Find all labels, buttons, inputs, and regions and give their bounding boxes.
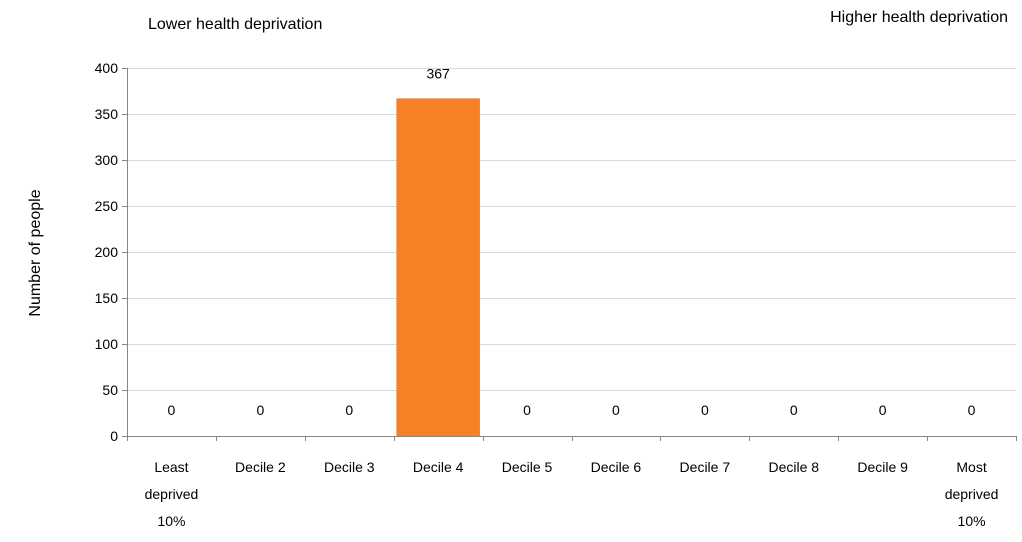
x-tick-label: Decile 7 [680,459,731,475]
x-tick-label: Decile 8 [768,459,819,475]
data-label: 0 [168,402,176,418]
y-tick-label: 50 [102,382,118,398]
data-label: 367 [426,65,450,81]
x-tick-label: deprived [145,486,199,502]
data-labels: 0 0 0 367 0 0 0 0 0 0 [168,65,976,418]
x-tick-label: Decile 5 [502,459,553,475]
y-tick-label: 300 [95,152,119,168]
axes [122,68,1017,441]
y-tick-label: 400 [95,60,119,76]
higher-deprivation-annotation: Higher health deprivation [830,9,1008,26]
x-tick-label: Decile 3 [324,459,375,475]
x-tick-label: Decile 6 [591,459,642,475]
x-tick-label: Most [956,459,986,475]
y-axis-label: Number of people [27,189,44,316]
y-tick-label: 100 [95,336,119,352]
y-tick-label: 350 [95,106,119,122]
y-tick-label: 250 [95,198,119,214]
x-tick-label: 10% [958,513,986,529]
y-tick-labels: 0 50 100 150 200 250 300 350 400 [95,60,119,444]
data-label: 0 [701,402,709,418]
data-label: 0 [523,402,531,418]
data-label: 0 [968,402,976,418]
x-tick-label: 10% [157,513,185,529]
data-label: 0 [345,402,353,418]
lower-deprivation-annotation: Lower health deprivation [148,16,323,33]
x-tick-label: Least [154,459,188,475]
bars [396,98,480,437]
x-tick-label: Decile 4 [413,459,464,475]
x-tick-label: Decile 9 [857,459,908,475]
data-label: 0 [879,402,887,418]
x-tick-label: deprived [945,486,999,502]
x-tick-label: Decile 2 [235,459,286,475]
y-tick-label: 0 [110,428,118,444]
data-label: 0 [790,402,798,418]
bar [396,98,480,437]
y-tick-label: 200 [95,244,119,260]
data-label: 0 [612,402,620,418]
data-label: 0 [256,402,264,418]
y-tick-label: 150 [95,290,119,306]
gridlines [127,68,1016,391]
x-tick-labels: Least deprived 10% Decile 2 Decile 3 Decile 4… [145,459,999,529]
